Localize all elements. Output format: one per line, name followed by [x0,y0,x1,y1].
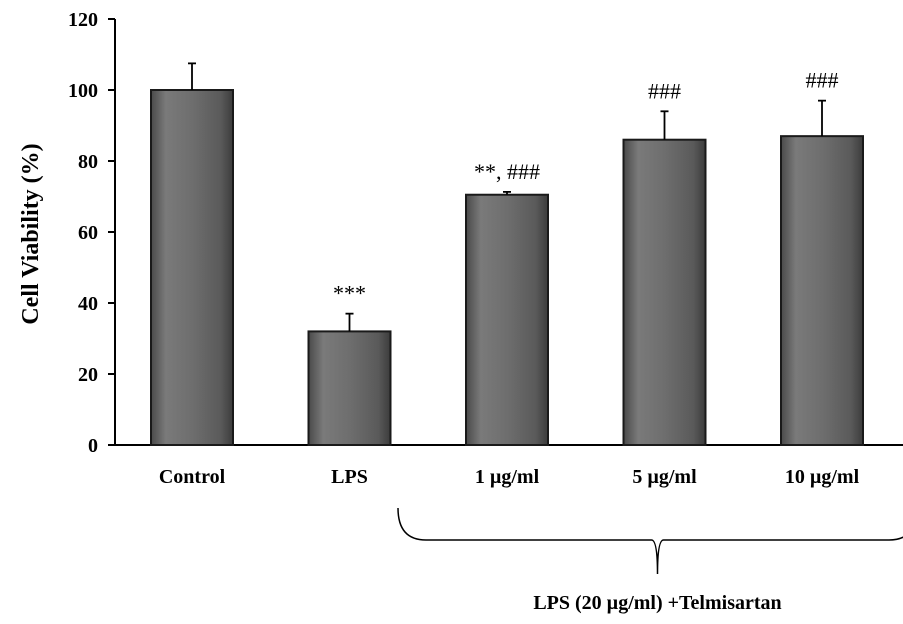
significance-label: ### [806,68,839,93]
y-tick-label: 40 [78,293,98,315]
error-bars [188,62,826,332]
category-labels: Control LPS 1 µg/ml 5 µg/ml 10 µg/ml [159,466,860,488]
significance-annotations: *** **, ### ### ### [333,68,839,306]
category-label: 1 µg/ml [475,466,540,488]
category-label: 10 µg/ml [785,466,860,488]
significance-label: **, ### [474,159,540,184]
y-axis-title: Cell Viability (%) [18,143,44,324]
significance-label: *** [333,281,366,306]
category-label: 5 µg/ml [632,466,697,488]
category-label: LPS [331,466,368,488]
bar [465,193,549,446]
bars [150,89,864,446]
y-axis-ticks: 0 20 40 60 80 100 120 [68,9,115,457]
group-brace [397,507,903,575]
significance-label: ### [648,78,681,103]
bar [622,138,707,446]
bar [780,135,864,446]
group-label: LPS (20 µg/ml) +Telmisartan [533,592,781,614]
y-tick-label: 120 [68,9,98,31]
bar [150,89,234,446]
y-tick-label: 100 [68,80,98,102]
y-tick-label: 0 [88,435,98,457]
y-tick-label: 60 [78,222,98,244]
bar [307,330,392,446]
y-tick-label: 20 [78,364,98,386]
category-label: Control [159,466,226,488]
y-tick-label: 80 [78,151,98,173]
